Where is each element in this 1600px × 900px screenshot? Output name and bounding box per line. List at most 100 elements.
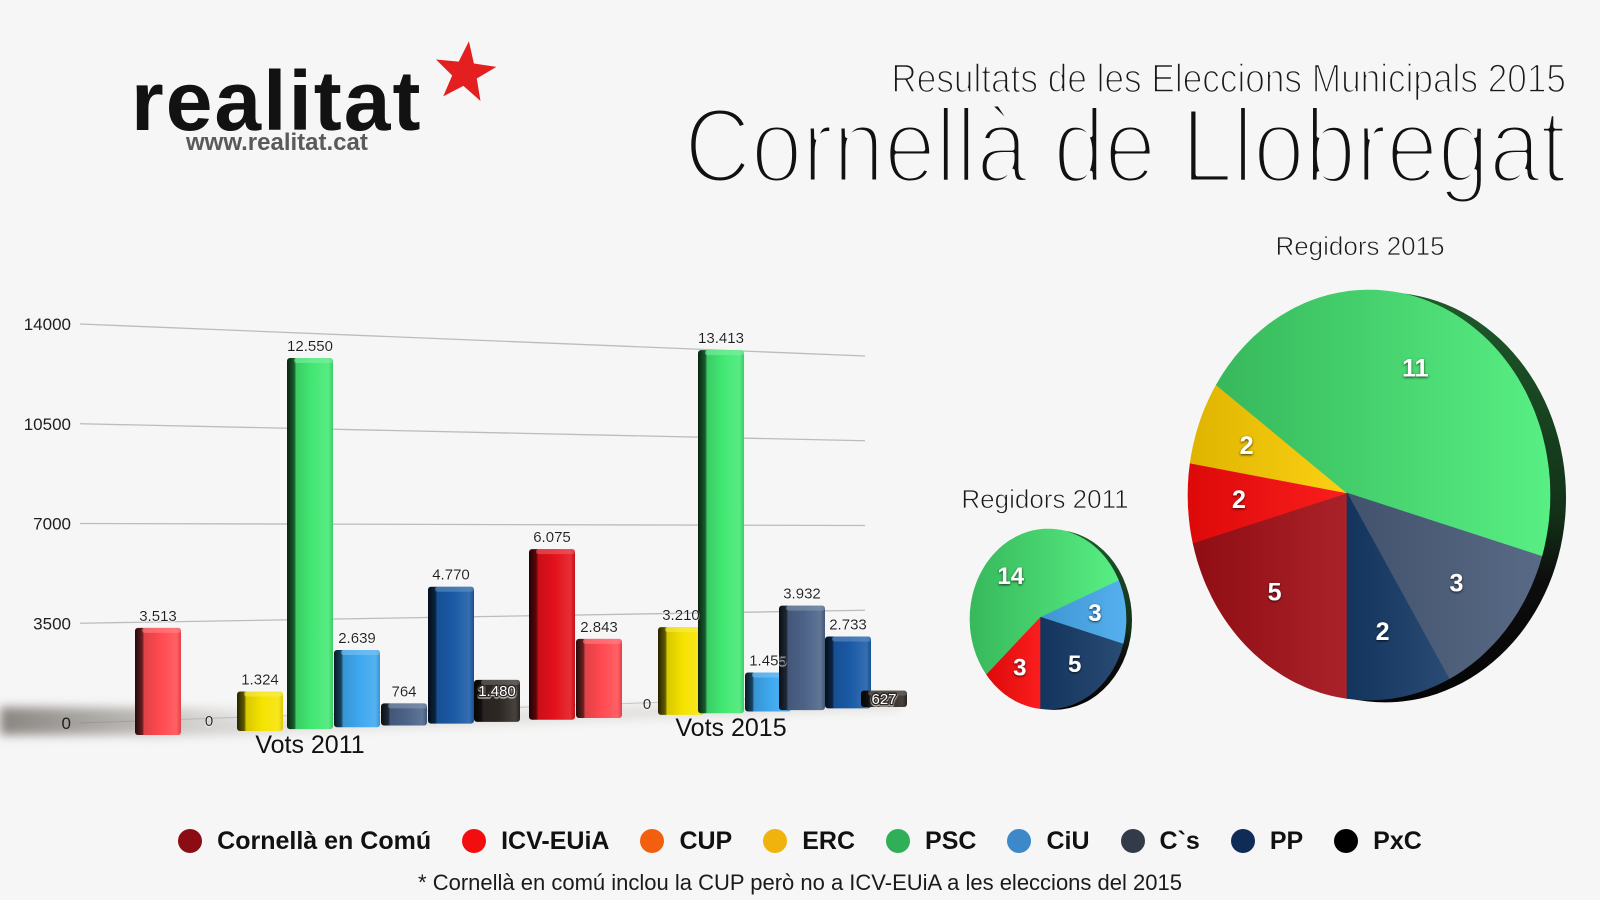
bar (658, 627, 704, 715)
bar-erc-2015 (658, 627, 704, 715)
bar-cs-2011 (381, 703, 427, 726)
bar (287, 358, 333, 730)
data-label: 3.513 (139, 608, 177, 625)
bar-pxc-2011 (474, 679, 520, 722)
legend-item-pp: PP (1230, 826, 1304, 856)
pie-slice-label: 2 (1240, 432, 1254, 460)
votes-bar-chart: 0 3500 7000 10500 14000 3.513 0 1.324 12.550 2.6… (0, 315, 907, 759)
y-tick-label: 0 (62, 714, 71, 733)
bar-pxc-2015 (861, 690, 907, 708)
data-label: 0 (205, 713, 213, 730)
legend-label: C`s (1159, 827, 1200, 855)
pie-slice-label: 2 (1376, 618, 1390, 646)
data-label: 13.413 (698, 330, 744, 347)
legend-label: ERC (802, 827, 856, 855)
pie-slice-psc (1215, 289, 1551, 557)
bar-icv-2011 (135, 627, 181, 735)
bar-top-face (868, 690, 907, 696)
pie-slice-label: 5 (1068, 651, 1081, 678)
pie-slice-cs (1346, 492, 1543, 680)
pie-slice-label: 3 (1450, 570, 1464, 598)
pie-slice-ciu (1039, 579, 1127, 645)
bar-top-face (244, 691, 283, 697)
data-label: 6.075 (533, 529, 571, 546)
bar (529, 549, 575, 720)
data-labels: 3.513 0 1.324 12.550 2.639 764 4.770 1.480 6.075… (139, 330, 898, 730)
gridline (79, 522, 866, 527)
legend-dot-icon (462, 829, 487, 853)
bar-cs-2015 (779, 605, 825, 711)
legend-item-icv-euia: ICV-EUiA (462, 826, 609, 856)
data-label: 1.480 (478, 683, 516, 700)
pie-slice-label: 2 (1232, 486, 1246, 514)
legend: Cornellà en Comú ICV-EUiA CUP ERC PSC Ci… (0, 826, 1600, 856)
data-label: 4.770 (432, 567, 470, 584)
bar (779, 605, 825, 711)
legend-label: ICV-EUiA (501, 827, 610, 855)
legend-dot-icon (763, 829, 788, 853)
legend-item-cornella-en-comu: Cornellà en Comú (178, 826, 431, 856)
pie-slice-label: 3 (1013, 654, 1026, 681)
legend-label: PP (1269, 827, 1304, 855)
logo-wordmark: realitat (131, 54, 422, 148)
bar-psc-2011 (287, 358, 333, 730)
pie-slice-label: 14 (997, 563, 1024, 590)
pie-title: Regidors 2011 (961, 484, 1128, 514)
bar (334, 650, 380, 728)
pie-slice-erc (1189, 384, 1348, 494)
legend-dot-icon (178, 829, 203, 853)
logo-url: www.realitat.cat (185, 129, 368, 156)
bar (135, 627, 181, 735)
y-tick-label: 3500 (33, 614, 71, 633)
bar-top-face (481, 679, 520, 685)
legend-label: CiU (1046, 827, 1090, 855)
pie-slice-psc (969, 528, 1119, 675)
data-label: 2.733 (829, 617, 867, 634)
pie-slice-cec (1192, 492, 1348, 699)
y-tick-label: 10500 (24, 415, 71, 434)
data-label: 2.639 (338, 630, 376, 647)
bar-top-face (142, 627, 181, 633)
seats-2015-pie-chart: Regidors 2015 5 2 2 11 3 2 (1187, 231, 1566, 703)
pie-slice-label: 5 (1268, 579, 1282, 607)
legend-item-erc: ERC (763, 826, 855, 856)
legend-item-cs: C`s (1120, 826, 1200, 856)
data-label: 3.932 (783, 586, 821, 603)
bar-top-face (341, 650, 380, 656)
y-tick-label: 7000 (33, 515, 71, 534)
bar-pp-2011 (428, 586, 474, 724)
gridline (79, 323, 866, 357)
pie-slice-icv (1187, 462, 1348, 544)
footnote: * Cornellà en comú inclou la CUP però no… (418, 870, 1182, 895)
bar-psc-2015 (698, 350, 744, 714)
x-category-label: Vots 2011 (255, 731, 364, 759)
legend-item-cup: CUP (640, 826, 732, 856)
bar (381, 703, 427, 726)
bar (428, 586, 474, 724)
legend-label: PSC (925, 827, 977, 855)
page-subtitle: Resultats de les Eleccions Municipals 20… (891, 56, 1566, 101)
legend-label: CUP (679, 827, 733, 855)
legend-item-pxc: PxC (1334, 826, 1422, 856)
legend-item-psc: PSC (886, 826, 976, 856)
page-title: Cornellà de Llobregat (684, 87, 1566, 205)
legend-dot-icon (1334, 829, 1359, 853)
bar-top-face (435, 586, 474, 592)
legend-dot-icon (1007, 829, 1032, 853)
bar-top-face (705, 350, 744, 356)
pie-slice-pp (1346, 492, 1450, 701)
bar (237, 691, 283, 732)
bar-pp-2015 (825, 636, 871, 709)
bar (825, 636, 871, 709)
bars (135, 350, 907, 735)
pie-title: Regidors 2015 (1275, 231, 1444, 261)
data-label: 2.843 (580, 619, 618, 636)
bar-top-face (388, 703, 427, 709)
legend-dot-icon (1120, 829, 1145, 853)
bar-top-face (583, 638, 622, 644)
pie-slice-pp (1039, 616, 1124, 710)
header: Resultats de les Eleccions Municipals 20… (682, 55, 1568, 208)
bar-erc-2011 (237, 691, 283, 732)
